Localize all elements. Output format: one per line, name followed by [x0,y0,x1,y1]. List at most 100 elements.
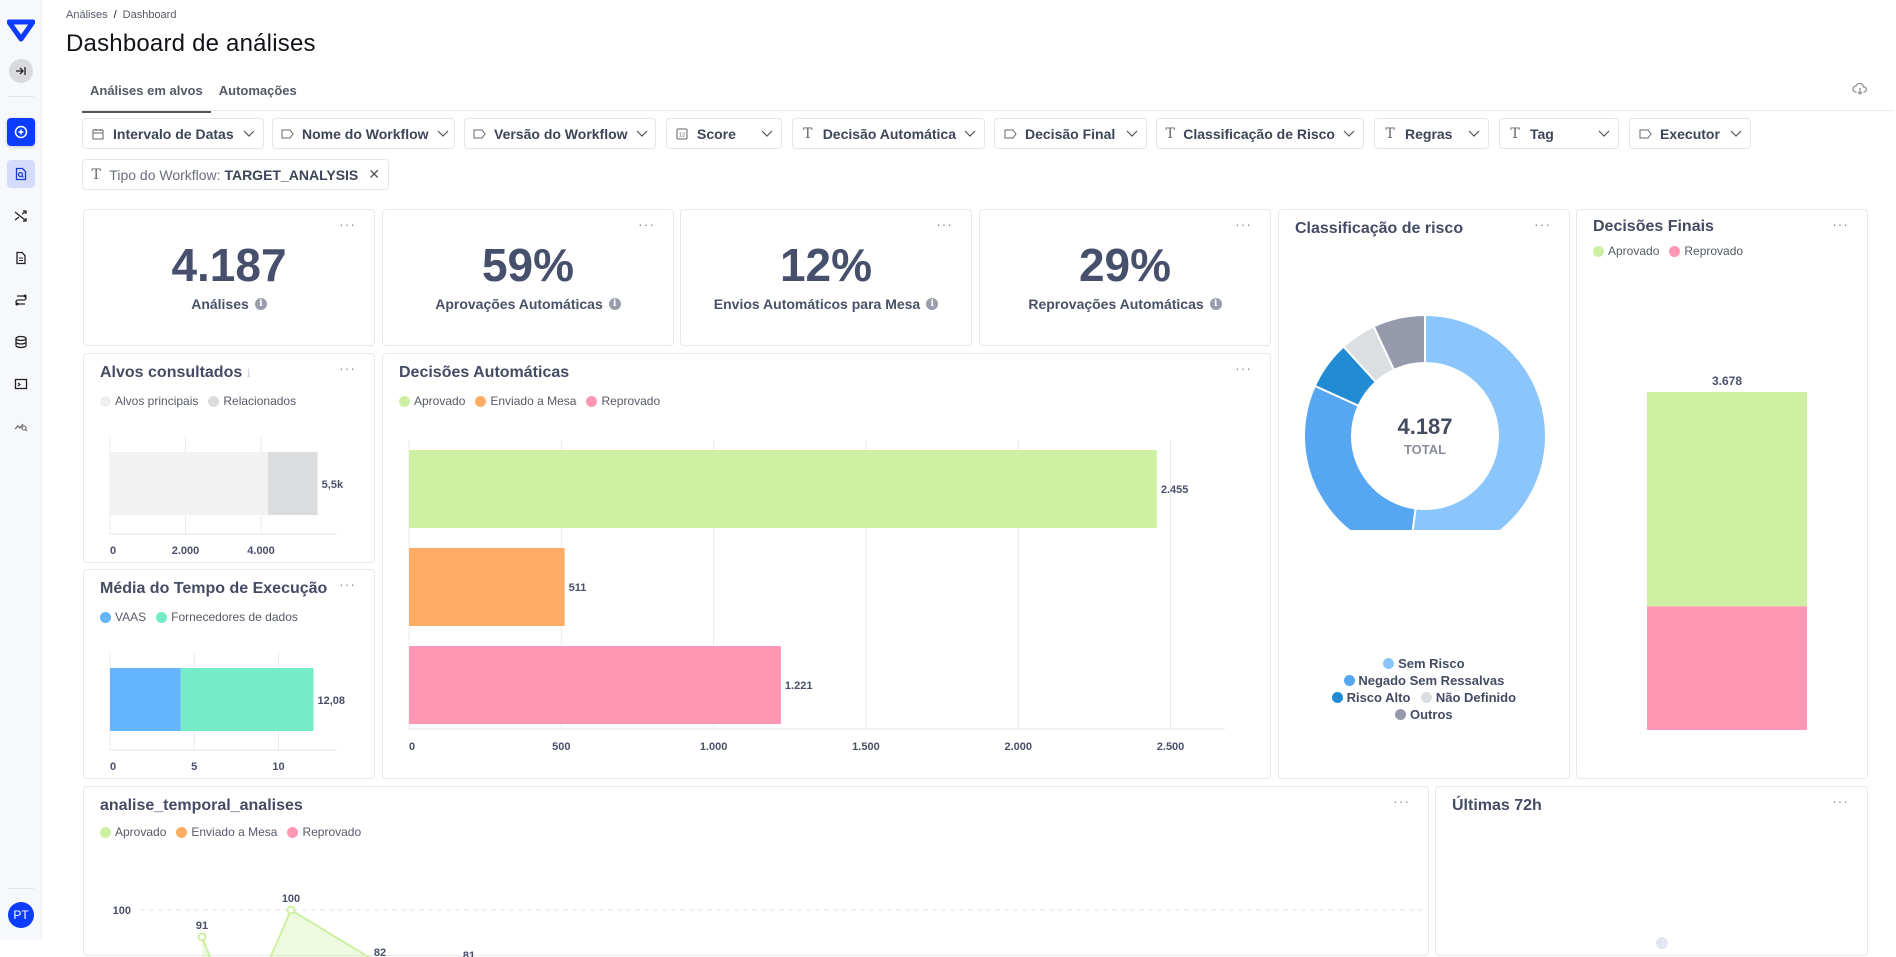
legend-item[interactable]: Risco Alto [1332,690,1410,705]
filter-score[interactable]: 12 Score [666,118,782,149]
card-title: analise_temporal_analises [100,797,303,815]
more-options-button[interactable]: ··· [1832,216,1849,232]
more-options-button[interactable]: ··· [1235,360,1252,376]
sidebar-item-console[interactable] [7,370,35,398]
data-label: 100 [282,893,300,905]
legend-item[interactable]: Negado Sem Ressalvas [1344,673,1505,688]
breadcrumb-item[interactable]: Análises [66,9,108,21]
sidebar-item-documents[interactable] [7,244,35,272]
breadcrumb-item[interactable]: Dashboard [123,9,177,21]
total-label: 5,5k [322,479,344,491]
kpi-value: 12% [681,238,971,292]
total-label: 3.678 [1712,374,1742,388]
legend-dot [287,827,298,838]
more-options-button[interactable]: ··· [1832,793,1849,809]
data-point [199,934,206,941]
legend-label: Aprovado [115,825,166,839]
filter-regras[interactable]: T Regras [1374,118,1489,149]
legend-item[interactable]: Não Definido [1421,690,1516,705]
sidebar-item-flows[interactable] [7,286,35,314]
legend-item[interactable]: Aprovado [1593,244,1659,258]
sidebar-item-workflows[interactable] [7,202,35,230]
legend-item[interactable]: Aprovado [399,394,465,408]
more-options-button[interactable]: ··· [339,216,356,232]
legend-dot [586,396,597,407]
text-icon: T [801,127,815,141]
avatar[interactable]: PT [8,902,34,928]
legend-item[interactable]: Reprovado [586,394,660,408]
legend-label: Enviado a Mesa [191,825,277,839]
more-options-button[interactable]: ··· [339,576,356,592]
legend-item[interactable]: Sem Risco [1383,656,1464,671]
sidebar-item-new-analysis[interactable] [7,118,35,146]
cloud-download-icon[interactable] [1852,80,1868,96]
sidebar-item-monitoring[interactable] [7,412,35,440]
filter-decisao-final[interactable]: Decisão Final [994,118,1147,149]
logo-icon[interactable] [7,18,35,42]
filter-classificacao-de-risco[interactable]: T Classificação de Risco [1156,118,1364,149]
filter-nome-do-workflow[interactable]: Nome do Workflow [272,118,455,149]
collapse-sidebar-button[interactable] [9,59,33,83]
calendar-icon [91,127,105,141]
info-icon[interactable]: i [609,298,621,310]
info-icon[interactable]: i [247,366,251,380]
svg-text:12: 12 [679,132,685,138]
chevron-down-icon [1118,130,1138,138]
more-options-button[interactable]: ··· [1534,216,1551,232]
legend-item[interactable]: Aprovado [100,825,166,839]
legend-label: Outros [1410,707,1453,722]
kpi-label: Reprovações Automáticas i [980,296,1270,312]
filter-intervalo-de-datas[interactable]: Intervalo de Datas [82,118,264,149]
y-tick-label: 100 [113,905,131,917]
text-icon: T [1508,127,1522,141]
legend-item[interactable]: Enviado a Mesa [475,394,576,408]
legend-item[interactable]: Alvos principais [100,394,198,408]
more-options-button[interactable]: ··· [1393,793,1410,809]
more-options-button[interactable]: ··· [339,360,356,376]
legend-dot [1344,675,1355,686]
data-point [288,907,295,914]
more-options-button[interactable]: ··· [936,216,953,232]
kpi-value: 29% [980,238,1270,292]
legend-item[interactable]: Reprovado [1669,244,1743,258]
legend-item[interactable]: Fornecedores de dados [156,610,298,624]
info-icon[interactable]: i [255,298,267,310]
info-icon[interactable]: i [926,298,938,310]
more-options-button[interactable]: ··· [638,216,655,232]
legend-item[interactable]: Reprovado [287,825,361,839]
legend: Alvos principais Relacionados [100,394,296,408]
decisoes-finais-chart: 3.678 [1577,270,1869,770]
card-title: Alvos consultados i [100,364,251,382]
loading-indicator [1656,937,1668,949]
filter-executor[interactable]: Executor [1629,118,1751,149]
active-filter-tipo-do-workflow[interactable]: T Tipo do Workflow: TARGET_ANALYSIS ✕ [82,159,389,190]
legend-item[interactable]: Enviado a Mesa [176,825,277,839]
sidebar-item-database[interactable] [7,328,35,356]
info-icon[interactable]: i [1210,298,1222,310]
tab-analises-em-alvos[interactable]: Análises em alvos [82,80,211,113]
x-tick-label: 5 [191,761,197,773]
data-label: 91 [196,920,208,932]
filter-versao-do-workflow[interactable]: Versão do Workflow [464,118,656,149]
more-options-button[interactable]: ··· [1235,216,1252,232]
kpi-label-text: Reprovações Automáticas [1028,296,1203,312]
document-icon [14,251,28,265]
legend-item[interactable]: Outros [1395,707,1452,722]
filter-tag[interactable]: T Tag [1499,118,1619,149]
filter-label: Decisão Final [1025,126,1115,142]
close-icon[interactable]: ✕ [368,166,380,183]
legend-dot [1669,246,1680,257]
sidebar-item-analyses[interactable] [7,160,35,188]
filter-decisao-automatica[interactable]: T Decisão Automática [792,118,985,149]
tab-automacoes[interactable]: Automações [211,80,305,113]
legend-dot [156,612,167,623]
legend-item[interactable]: VAAS [100,610,146,624]
legend-item[interactable]: Relacionados [208,394,296,408]
route-icon [14,293,28,307]
filter-label: Versão do Workflow [494,126,628,142]
legend-dot [1332,692,1343,703]
card-title: Decisões Automáticas [399,364,569,382]
